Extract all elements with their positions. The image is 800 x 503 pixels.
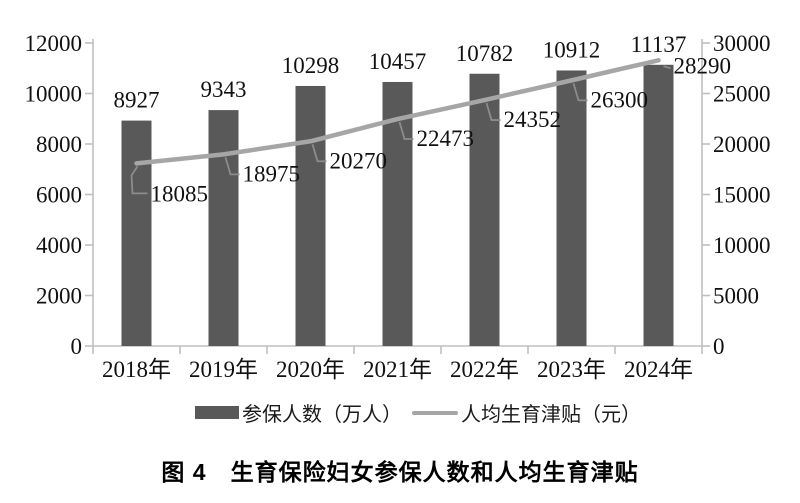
x-axis-category-label: 2023年 (537, 357, 606, 382)
bar-2022年 (469, 73, 500, 346)
callout-line (130, 165, 148, 195)
x-axis-category-label: 2019年 (189, 357, 258, 382)
right-axis-tick-label: 10000 (713, 233, 771, 258)
right-axis-tick-label: 0 (713, 334, 725, 359)
bar-2023年 (556, 70, 587, 347)
right-axis-tick-label: 25000 (713, 82, 771, 107)
bar-2018年 (121, 120, 152, 346)
x-axis-category-label: 2022年 (450, 357, 519, 382)
left-axis-tick-label: 8000 (36, 132, 82, 157)
chart-caption: 图 4 生育保险妇女参保人数和人均生育津贴 (161, 459, 639, 485)
combo-chart: 0 2000 4000 6000 8000 10000 12000 0 5000 10000 150… (25, 31, 771, 382)
bar-series-swatch-icon (195, 406, 239, 419)
bar-2024年 (643, 64, 674, 347)
legend-item-bar-series: 参保人数（万人） (195, 398, 402, 427)
line-data-label: 24352 (504, 107, 562, 132)
bar-2021年 (382, 81, 413, 346)
right-axis-tick-label: 15000 (713, 183, 771, 208)
right-axis-tick-label: 20000 (713, 132, 771, 157)
right-axis-tick-label: 5000 (713, 284, 759, 309)
x-axis-category-label: 2024年 (624, 357, 693, 382)
bar-data-label: 11137 (631, 32, 687, 57)
bar-2019年 (208, 110, 239, 346)
callout-line (485, 102, 501, 121)
line-data-label: 18975 (243, 161, 301, 186)
x-axis-category-label: 2020年 (276, 357, 345, 382)
x-axis-category-label: 2018年 (102, 357, 171, 382)
line-series (134, 58, 661, 166)
left-axis-tick-label: 4000 (36, 233, 82, 258)
left-axis-tick-label: 0 (71, 334, 83, 359)
line-data-label: 28290 (674, 53, 732, 78)
left-axis-tick-label: 12000 (25, 31, 83, 56)
legend-label-bar-series: 参保人数（万人） (242, 404, 402, 426)
bar-data-label: 10912 (543, 37, 601, 62)
line-series-swatch-icon (412, 410, 458, 415)
left-axis-tick-label: 10000 (25, 82, 83, 107)
line-data-label: 22473 (417, 126, 475, 151)
x-axis-category-label: 2021年 (363, 357, 432, 382)
right-axis-tick-label: 30000 (713, 31, 771, 56)
callout-line (572, 83, 588, 102)
line-data-label: 20270 (330, 148, 388, 173)
line-data-label: 26300 (591, 87, 649, 112)
callout-line (398, 121, 414, 140)
line-data-label: 18085 (151, 181, 209, 206)
callout-line (663, 65, 671, 70)
callout-line (311, 144, 327, 163)
bar-data-label: 8927 (114, 88, 160, 113)
legend-label-line-series: 人均生育津贴（元） (461, 404, 641, 426)
legend-item-line-series: 人均生育津贴（元） (412, 398, 641, 427)
bar-data-label: 9343 (201, 77, 247, 102)
chart-legend: 参保人数（万人） 人均生育津贴（元） (36, 398, 800, 427)
bar-2020年 (295, 85, 326, 347)
left-axis-tick-label: 6000 (36, 183, 82, 208)
bar-data-label: 10298 (282, 53, 340, 78)
bar-data-label: 10457 (369, 49, 427, 74)
bar-data-label: 10782 (456, 41, 514, 66)
callout-line (224, 157, 240, 176)
left-axis-tick-label: 2000 (36, 284, 82, 309)
